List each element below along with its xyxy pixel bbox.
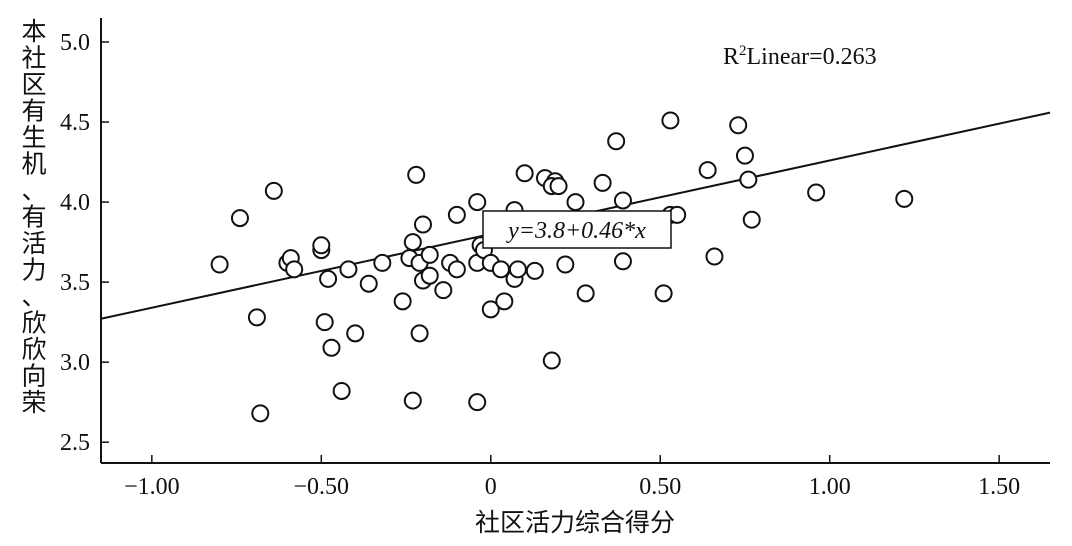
y-axis-title-char: 、 [21,176,46,205]
y-axis-title-char: 社 [21,44,46,73]
data-point [251,404,270,423]
x-tick-label: 0.50 [639,474,681,500]
y-tick-label: 2.5 [60,430,90,456]
y-axis-title-char: 有 [21,203,46,232]
y-axis-title-char: 活 [21,229,46,258]
r-squared-suffix: Linear=0.263 [747,44,877,70]
x-tick-label: −0.50 [294,474,350,500]
data-point [420,266,439,285]
y-tick-label: 3.0 [60,350,90,376]
data-point [566,193,585,212]
data-point [481,300,500,319]
y-axis-title-char: 荣 [21,388,46,417]
data-point [322,338,341,357]
data-point [373,253,392,272]
data-point [556,255,575,274]
y-tick-label: 4.5 [60,110,90,136]
data-point [508,260,527,279]
x-tick-label: 1.50 [978,474,1020,500]
y-tick-label: 3.5 [60,270,90,296]
data-point [742,210,761,229]
data-point [654,284,673,303]
data-point [576,284,595,303]
data-point [247,308,266,327]
x-axis-title: 社区活力综合得分 [475,508,675,537]
x-tick-label: 1.00 [809,474,851,500]
data-point [420,245,439,264]
data-point [332,381,351,400]
data-point [549,177,568,196]
data-point [468,393,487,412]
data-point [230,209,249,228]
y-tick-label: 5.0 [60,30,90,56]
data-point [593,173,612,192]
data-point [434,281,453,300]
y-axis-title-char: 欣 [21,309,46,338]
r-squared-prefix: R [723,44,739,70]
data-point [607,132,626,151]
data-point [515,164,534,183]
data-point [895,189,914,208]
data-point [698,161,717,180]
y-axis-title-char: 本 [21,17,46,46]
data-point [393,292,412,311]
data-point [315,313,334,332]
y-axis-title-char: 有 [21,97,46,126]
y-tick-label: 4.0 [60,190,90,216]
y-axis-title-char: 区 [21,70,46,99]
data-point [542,351,561,370]
data-point [613,252,632,271]
y-axis-title-char: 欣 [21,335,46,364]
data-point [413,215,432,234]
data-point [410,324,429,343]
y-axis-title-char: 向 [21,362,46,391]
data-point [407,165,426,184]
data-point [403,391,422,410]
x-tick-label: −1.00 [124,474,180,500]
data-point [319,269,338,288]
axes [100,18,1050,464]
data-point [807,183,826,202]
y-ticks: 2.5 3.0 3.5 4.0 4.5 5.0 [60,30,109,456]
data-point [264,181,283,200]
data-point [739,170,758,189]
data-point [661,111,680,130]
data-point [705,247,724,266]
x-tick-label: 0 [485,474,497,500]
data-point [339,260,358,279]
data-point [285,260,304,279]
equation-box [482,210,672,249]
x-ticks: −1.00 −0.50 0 0.50 1.00 1.50 [124,455,1020,500]
equation-label: y=3.8+0.46*x [506,218,646,244]
data-point [210,255,229,274]
data-point [735,146,754,165]
data-point [729,116,748,135]
data-point [613,191,632,210]
y-axis-title-char: 、 [21,282,46,311]
y-axis-title-char: 力 [21,256,46,285]
data-point [447,205,466,224]
r-squared-label: R2Linear=0.263 [723,43,877,70]
data-point [359,274,378,293]
y-axis-title-char: 生 [21,123,46,152]
data-point [403,233,422,252]
data-point [312,236,331,255]
data-point [525,261,544,280]
y-axis-title-char: 机 [21,150,46,179]
data-point [495,292,514,311]
data-point [346,324,365,343]
data-points [210,111,914,423]
data-point [468,193,487,212]
data-point [447,260,466,279]
r-squared-superscript: 2 [739,43,747,59]
